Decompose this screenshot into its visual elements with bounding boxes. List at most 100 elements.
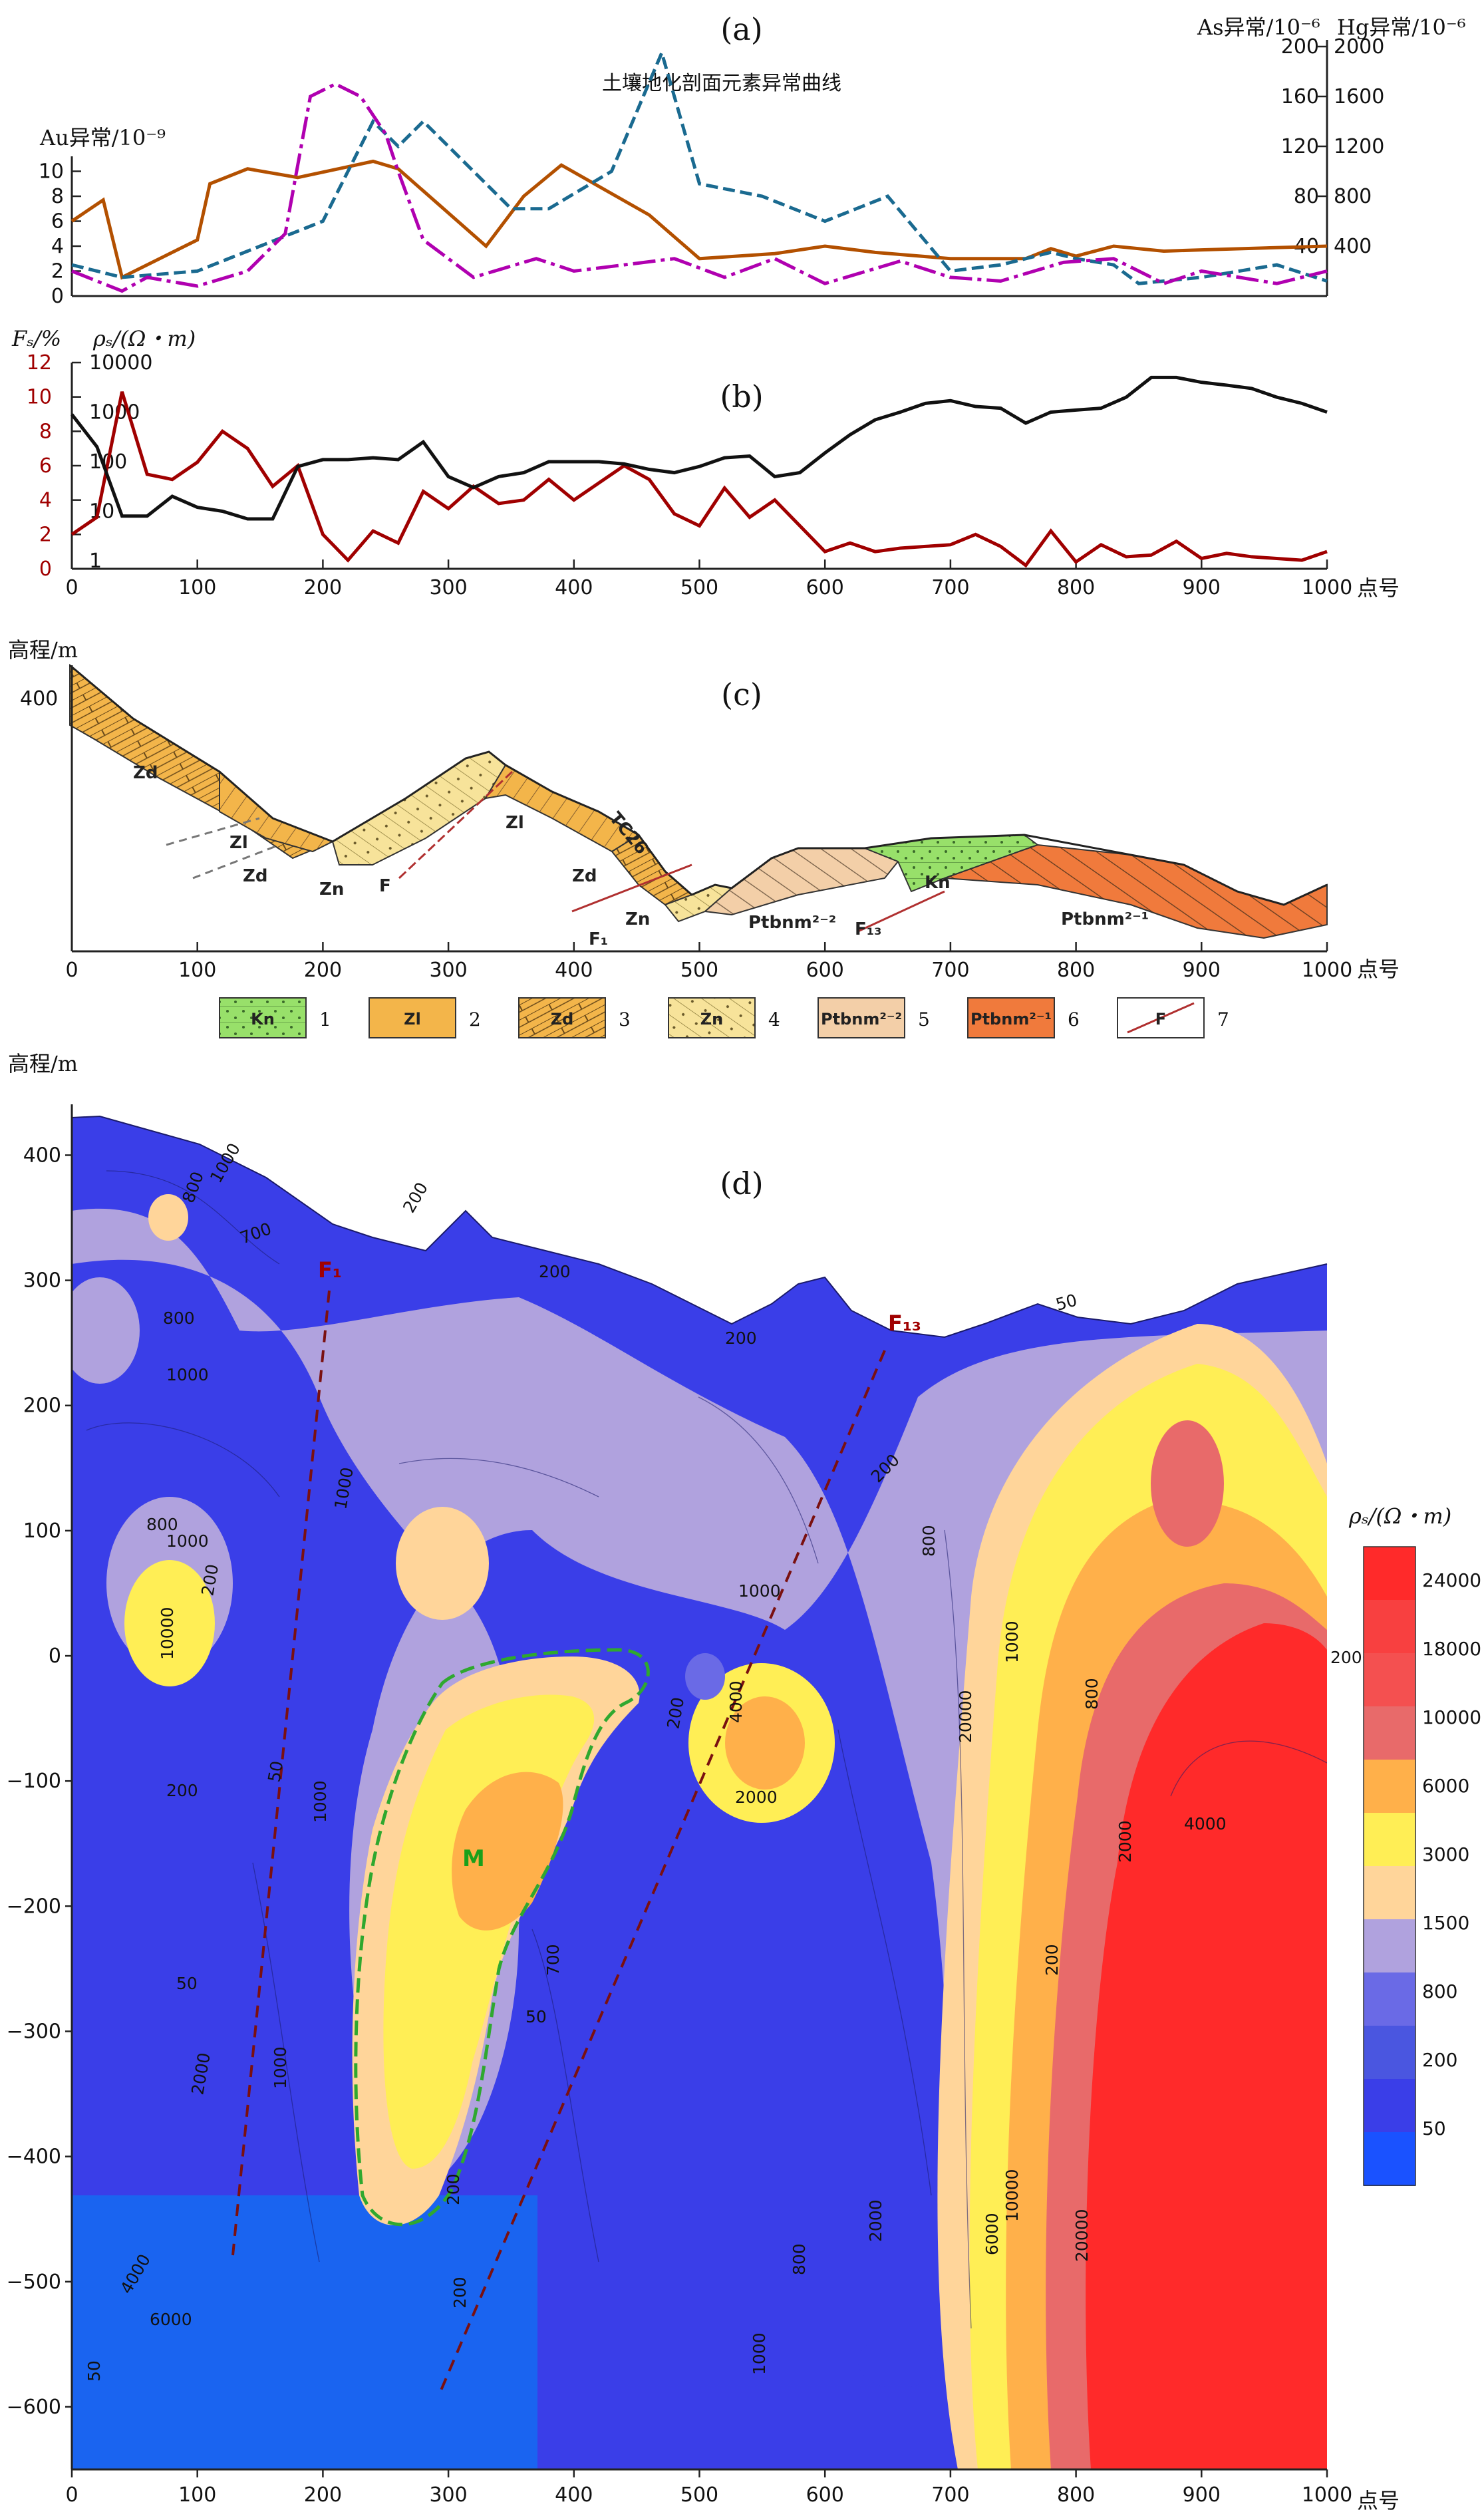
hg-tick-label: 800	[1334, 185, 1372, 208]
legend-code: F	[1155, 1010, 1166, 1028]
c-xtick-label: 300	[429, 959, 467, 982]
contour-label: 800	[790, 2243, 809, 2275]
elevation-title-d: 高程/m	[8, 1051, 78, 1076]
hg-tick-label: 1600	[1334, 85, 1384, 108]
d-ytick-label: −300	[7, 2020, 61, 2043]
contour-field: F₁ F₁₃ M (d) 800100070020020020080010008…	[71, 1115, 1373, 2469]
a-ytick-label: 10	[39, 160, 64, 184]
as-tick-label: 80	[1294, 185, 1319, 208]
m-marker: M	[462, 1845, 485, 1872]
contour-label: 50	[264, 1760, 287, 1784]
c-xtick-label: 1000	[1302, 959, 1352, 982]
contour-label: 2000	[1115, 1820, 1135, 1863]
colorbar-title: ρₛ/(Ω・m)	[1348, 1503, 1451, 1529]
d-xtick-label: 500	[680, 2483, 718, 2507]
d-ytick-label: −600	[7, 2396, 61, 2419]
b-xtick-label: 200	[304, 576, 342, 599]
section-topography	[71, 1115, 1328, 1338]
east-body-4000	[725, 1696, 805, 1790]
fault-f1-line	[571, 864, 692, 913]
contour-label: 10000	[1002, 2169, 1022, 2222]
contour-labels: 8001000700200200200800100080010002002005…	[84, 1140, 1373, 2382]
d-ytick-label: 0	[49, 1645, 61, 1668]
contour-label: 800	[919, 1525, 939, 1557]
fs-axis-title: Fₛ/%	[11, 326, 61, 351]
formation-label: Zd	[572, 866, 597, 886]
contour-label: 6000	[982, 2213, 1002, 2255]
rho-tick-label: 10000	[89, 351, 152, 375]
contour-label: 200	[539, 1262, 571, 1281]
fault-f13-trace	[438, 1350, 886, 2396]
colorbar-swatch	[1364, 1972, 1415, 2026]
a-ytick-label: 8	[51, 185, 64, 208]
legend-swatch-5	[817, 997, 905, 1038]
as-tick-label: 200	[1281, 35, 1319, 59]
colorbar-swatch	[1364, 2079, 1415, 2133]
b-xtick-label: 800	[1057, 576, 1095, 599]
contour-label: 200	[399, 1179, 432, 1216]
b-xtick-label: 600	[806, 576, 844, 599]
as-curve	[71, 47, 1328, 285]
legend-number: 4	[768, 1009, 780, 1030]
contour-lines	[86, 1170, 1327, 2329]
colorbar-label: 800	[1422, 1980, 1457, 2002]
purple-zone	[72, 1277, 140, 1384]
contour-label: 800	[1082, 1678, 1102, 1710]
panel-c-label: (c)	[721, 677, 762, 712]
small-low	[685, 1653, 725, 1700]
formation-label: F	[379, 876, 391, 896]
colorbar-label: 24000	[1422, 1569, 1481, 1591]
legend-swatch-6	[967, 997, 1055, 1038]
fs-tick-label: 6	[39, 454, 52, 478]
c-xtick-label: 200	[304, 959, 342, 982]
c-xtick-label: 500	[680, 959, 718, 982]
hg-axis-title: Hg异常/10⁻⁶	[1337, 15, 1466, 40]
fs-tick-label: 12	[27, 351, 52, 375]
contour-label: 4000	[726, 1680, 746, 1723]
colorbar-label: 3000	[1422, 1843, 1469, 1865]
legend-code: Zl	[404, 1010, 421, 1028]
d-ytick-label: 400	[23, 1144, 61, 1167]
fault-f1-label: F₁	[318, 1257, 342, 1283]
c-xtick-label: 400	[555, 959, 593, 982]
d-ytick-label: −500	[7, 2271, 61, 2294]
contact-line	[192, 844, 280, 879]
b-xtick-label: 300	[429, 576, 467, 599]
formation-label: Zl	[229, 833, 248, 853]
legend-swatch-2	[369, 997, 456, 1038]
contour-label: 2000	[735, 1788, 778, 1807]
contour-label: 1000	[271, 2046, 290, 2089]
small-body-1000	[472, 1357, 552, 1424]
b-xtick-label: 400	[555, 576, 593, 599]
upper-body-1500	[396, 1507, 489, 1620]
formation-label: Kn	[925, 873, 951, 893]
colorbar-label: 6000	[1422, 1775, 1469, 1797]
legend-number: 5	[918, 1009, 930, 1030]
fs-tick-label: 10	[27, 386, 52, 409]
d-ytick-label: 300	[23, 1269, 61, 1293]
d-xtick-label: 1000	[1302, 2483, 1352, 2507]
panel-b: (b) Fₛ/% ρₛ/(Ω・m) 0246810121101001000100…	[11, 326, 1400, 601]
legend-code: Zd	[551, 1010, 574, 1028]
panel-a-subtitle: 土壤地化剖面元素异常曲线	[602, 72, 841, 95]
elevation-title-c: 高程/m	[8, 637, 78, 663]
low-zone	[72, 2195, 537, 2469]
a-ytick-label: 4	[51, 235, 64, 258]
c-xtick-label: 100	[178, 959, 216, 982]
unit-ptbnm21-hatch	[945, 845, 1327, 938]
formation-label: Zn	[319, 879, 344, 899]
colorbar-swatch	[1364, 1547, 1415, 1601]
geology-legend: Kn 1 Zl 2 Zd 3 Zn 4 Ptbnm²⁻² 5 Ptbnm²⁻¹ 6 F 7	[219, 997, 1229, 1038]
contour-label: 6000	[150, 2310, 192, 2329]
legend-swatch-3	[518, 997, 606, 1038]
d-xtick-label: 900	[1183, 2483, 1221, 2507]
fault-f13-line	[857, 890, 945, 933]
b-xtick-label: 700	[931, 576, 969, 599]
panel-a-series	[71, 47, 1328, 293]
contour-label: 50	[176, 1974, 198, 1993]
hg-curve	[71, 82, 1328, 293]
d-xtick-label: 800	[1057, 2483, 1095, 2507]
